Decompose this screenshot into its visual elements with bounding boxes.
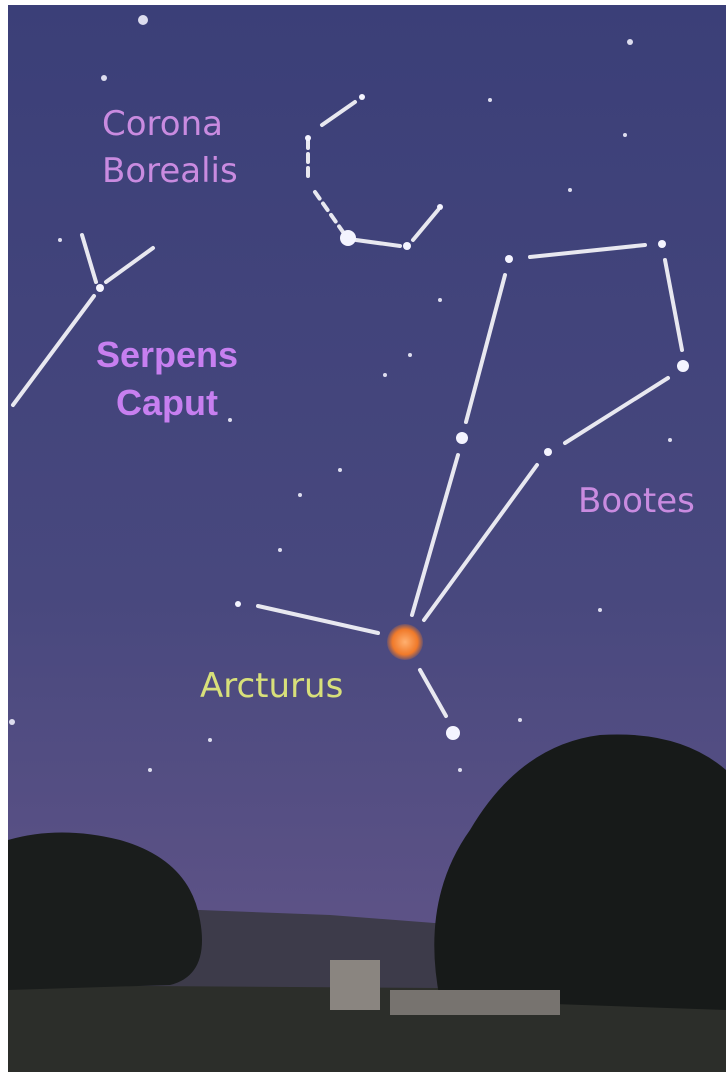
arcturus-label: Arcturus: [200, 666, 343, 706]
serpens-label: Caput: [116, 382, 218, 423]
constellation-stars: [96, 94, 689, 740]
labels: Corona Borealis Serpens Caput Bootes Arc…: [96, 104, 695, 706]
landscape: [8, 734, 726, 1072]
arcturus-star: [387, 624, 423, 660]
corona-label: Borealis: [102, 151, 238, 191]
corona-label: Corona: [102, 104, 223, 144]
bootes-label: Bootes: [578, 481, 695, 521]
background-stars: [9, 15, 672, 772]
constellation-lines: [11, 100, 684, 718]
serpens-label: Serpens: [96, 334, 238, 375]
